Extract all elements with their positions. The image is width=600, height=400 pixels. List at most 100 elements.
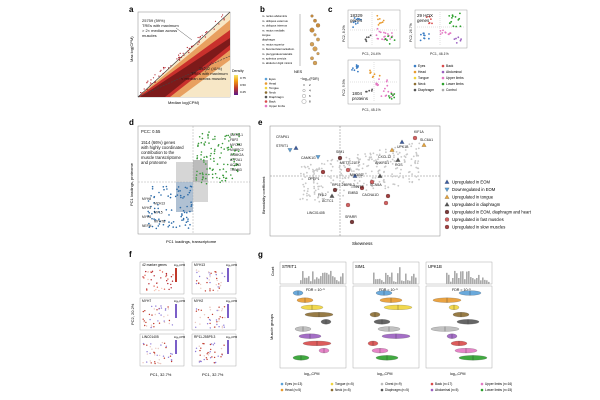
a-point: [152, 77, 155, 79]
e-background-point: [353, 179, 356, 182]
e-background-point: [408, 181, 411, 183]
d-point-down: [177, 190, 180, 192]
f-point: [158, 359, 160, 361]
d-point-up: [231, 153, 233, 155]
d-point-down: [183, 195, 185, 198]
e-background-point: [397, 153, 399, 156]
f-point: [167, 356, 170, 358]
f-subplot-legend: log₁₀CPM: [174, 335, 185, 339]
d-gene-label: NEFM: [142, 224, 152, 228]
e-background-point: [313, 187, 316, 190]
f-point: [194, 350, 197, 353]
f-point: [216, 279, 218, 282]
f-point: [161, 287, 163, 290]
a-point: [180, 56, 182, 59]
f-point: [207, 351, 209, 354]
f-subplot-title: 42 marker genes: [142, 263, 167, 267]
g-histogram-bar: [308, 276, 310, 284]
e-background-point: [338, 166, 341, 169]
b-group-label: Back: [269, 100, 276, 104]
a-point: [223, 19, 225, 21]
c-point: [379, 31, 382, 34]
f-point: [155, 347, 157, 349]
e-background-point: [308, 167, 310, 170]
e-background-point: [314, 189, 317, 192]
a-point: [197, 43, 199, 45]
f-point: [216, 321, 218, 323]
a-legend-tick: 0.50: [240, 83, 246, 87]
b-group-label: Tongue: [269, 86, 279, 90]
d-gene-label: MYH3: [142, 206, 151, 210]
d-gene-label: ACTN3: [230, 163, 241, 167]
e-background-point: [321, 186, 324, 189]
f-point: [170, 360, 173, 363]
g-histogram-bar: [324, 272, 326, 284]
e-background-point: [303, 185, 305, 188]
f-point: [153, 289, 156, 292]
c-legend-swatch: [441, 70, 445, 74]
f-point: [167, 306, 169, 308]
g-legend-swatch: [280, 382, 284, 386]
f-point: [150, 343, 152, 345]
g-histogram-bar: [312, 271, 314, 284]
g-legend-swatch: [480, 388, 484, 392]
f-point: [198, 270, 200, 272]
a-point: [150, 79, 152, 81]
e-background-point: [405, 153, 408, 156]
c-legend-swatch: [413, 70, 417, 74]
f-point: [167, 308, 170, 310]
b-size-label: 8: [309, 100, 311, 104]
g-histogram-bar: [460, 271, 462, 284]
d-point-down: [186, 205, 188, 208]
e-legend-label: Upregulated in EOM, diaphragm and heart: [452, 210, 532, 215]
a-annot-top-2: TREs with maximum: [142, 23, 179, 28]
f-point: [144, 324, 146, 327]
d-gene-label: MYH7B: [154, 220, 166, 224]
c-point: [451, 14, 454, 17]
d-gene-label: CAMK2A: [230, 153, 244, 157]
f-point: [158, 312, 160, 315]
f-point: [156, 282, 158, 284]
f-point: [164, 309, 167, 311]
e-background-point: [309, 163, 312, 166]
e-gene-marker: [395, 157, 401, 162]
d-point-down: [154, 219, 157, 221]
d-point-down: [180, 215, 182, 218]
a-point: [218, 23, 220, 25]
c-point: [384, 35, 386, 38]
e-background-point: [417, 147, 420, 150]
d-point-down: [158, 191, 160, 194]
g-histogram-bar: [332, 276, 334, 284]
f-point: [169, 355, 172, 357]
e-background-point: [375, 159, 377, 162]
e-gene-marker: [385, 193, 391, 199]
f-point: [199, 354, 201, 356]
e-background-point: [391, 173, 393, 176]
b-muscle-label: m. pterygoideus lateralis: [262, 52, 293, 56]
d-point-down: [150, 195, 152, 197]
e-background-point: [384, 185, 387, 187]
e-background-point: [411, 173, 413, 176]
g-histogram-bar: [336, 280, 338, 284]
b-group-swatch: [264, 82, 268, 85]
d-point-up: [221, 142, 224, 145]
d-point-up: [199, 172, 201, 175]
d-point-up: [219, 156, 221, 159]
d-point-down: [153, 195, 156, 198]
g-violin-frame: [425, 285, 493, 369]
f-point: [142, 318, 144, 320]
d-point-up: [211, 173, 214, 176]
e-background-point: [400, 156, 403, 158]
e-background-point: [410, 158, 413, 161]
f-point: [145, 270, 147, 273]
e-background-point: [356, 182, 359, 185]
c-point: [383, 31, 385, 34]
f-point: [170, 287, 172, 289]
d-point-down: [182, 209, 185, 212]
f-point: [209, 274, 211, 276]
g-histogram-bar: [464, 279, 466, 284]
f-point: [163, 342, 166, 344]
e-background-point: [299, 198, 302, 201]
e-background-point: [304, 182, 307, 185]
e-legend-marker: [444, 217, 450, 222]
